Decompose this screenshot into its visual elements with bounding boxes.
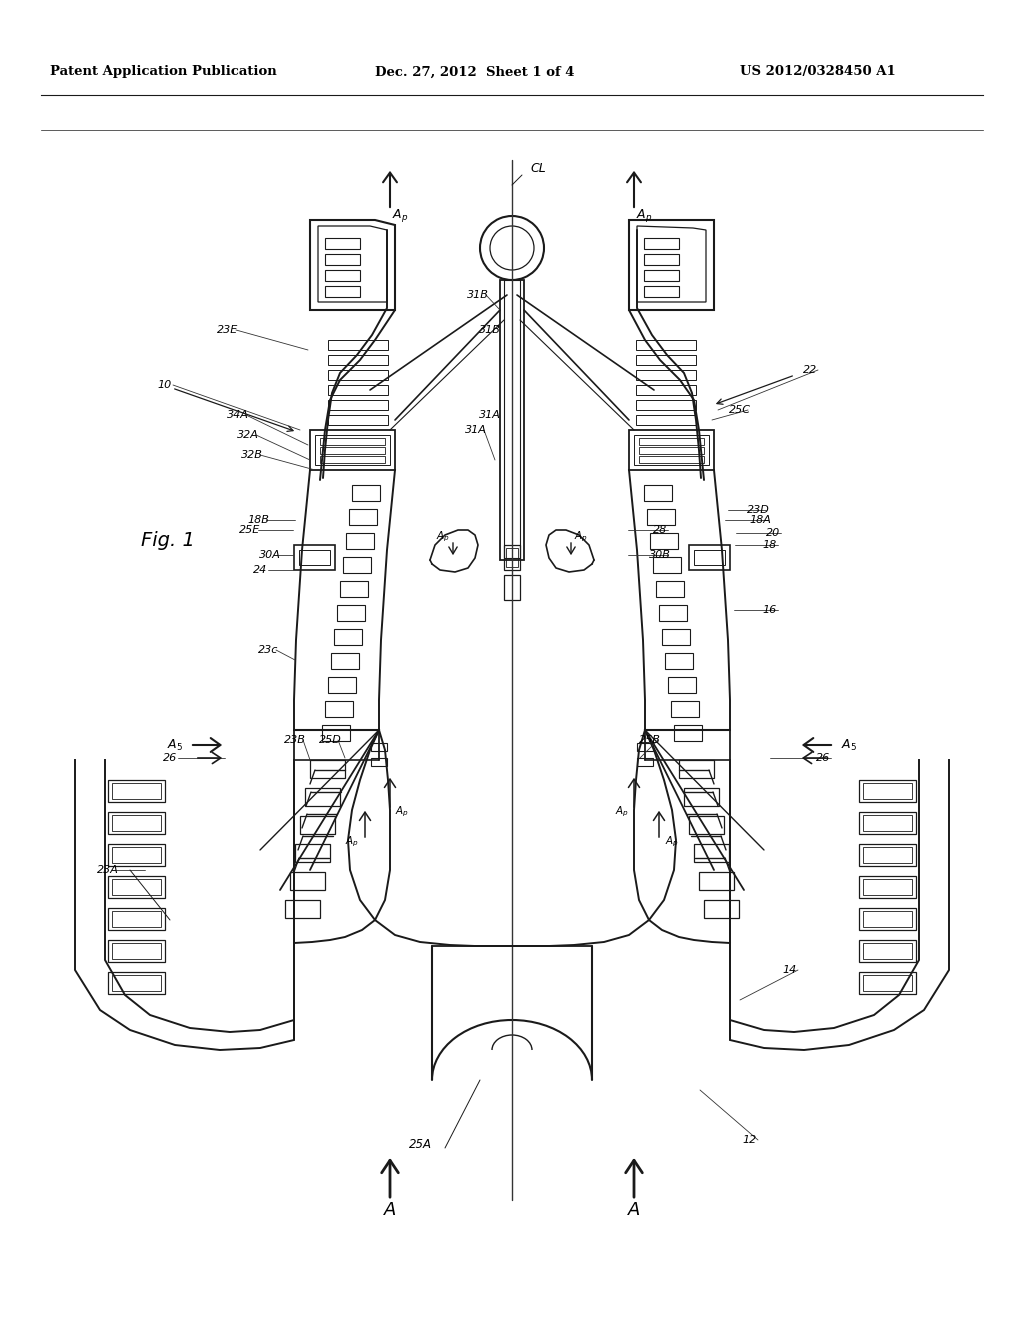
Text: $A_p$: $A_p$	[636, 206, 652, 223]
Text: 23E: 23E	[217, 325, 239, 335]
Text: 31A: 31A	[465, 425, 487, 436]
Text: 20: 20	[766, 528, 780, 539]
Text: $A$: $A$	[627, 1201, 641, 1218]
Text: 18A: 18A	[750, 515, 771, 525]
Text: Fig. 1: Fig. 1	[141, 531, 195, 549]
Text: 22: 22	[803, 366, 817, 375]
Text: $A_p$: $A_p$	[345, 834, 359, 849]
Text: 32B: 32B	[241, 450, 263, 459]
Text: 32A: 32A	[238, 430, 259, 440]
Text: 31A: 31A	[479, 411, 501, 420]
Text: 25D: 25D	[318, 735, 341, 744]
Text: 18B: 18B	[247, 515, 269, 525]
Text: 26: 26	[163, 752, 177, 763]
Text: 31B: 31B	[479, 325, 501, 335]
Text: $A_p$: $A_p$	[436, 529, 450, 544]
Text: 12: 12	[742, 1135, 757, 1144]
Text: 30B: 30B	[649, 550, 671, 560]
Text: 25A: 25A	[409, 1138, 431, 1151]
Text: $A_p$: $A_p$	[665, 834, 679, 849]
Text: Dec. 27, 2012  Sheet 1 of 4: Dec. 27, 2012 Sheet 1 of 4	[375, 66, 574, 78]
Text: 23B: 23B	[284, 735, 306, 744]
Text: 23c: 23c	[258, 645, 279, 655]
Text: 25C: 25C	[729, 405, 751, 414]
Text: $A_p$: $A_p$	[615, 805, 629, 820]
Text: 16: 16	[763, 605, 777, 615]
Text: 28: 28	[653, 525, 667, 535]
Text: 25B: 25B	[639, 735, 660, 744]
Text: 23D: 23D	[746, 506, 769, 515]
Text: 25E: 25E	[240, 525, 261, 535]
Text: 26: 26	[816, 752, 830, 763]
Text: 24: 24	[253, 565, 267, 576]
Text: CL: CL	[530, 161, 546, 174]
Text: $A_p$: $A_p$	[392, 206, 409, 223]
Text: 34A: 34A	[227, 411, 249, 420]
Text: 23A: 23A	[97, 865, 119, 875]
Text: $A$: $A$	[383, 1201, 397, 1218]
Text: 30A: 30A	[259, 550, 281, 560]
Text: 31B: 31B	[467, 290, 488, 300]
Text: $A_5$: $A_5$	[841, 738, 857, 752]
Text: US 2012/0328450 A1: US 2012/0328450 A1	[740, 66, 896, 78]
Text: 10: 10	[158, 380, 172, 389]
Text: $A_5$: $A_5$	[167, 738, 183, 752]
Text: Patent Application Publication: Patent Application Publication	[50, 66, 276, 78]
Text: 14: 14	[783, 965, 797, 975]
Text: $A_p$: $A_p$	[574, 529, 588, 544]
Text: 18: 18	[763, 540, 777, 550]
Text: $A_p$: $A_p$	[395, 805, 409, 820]
